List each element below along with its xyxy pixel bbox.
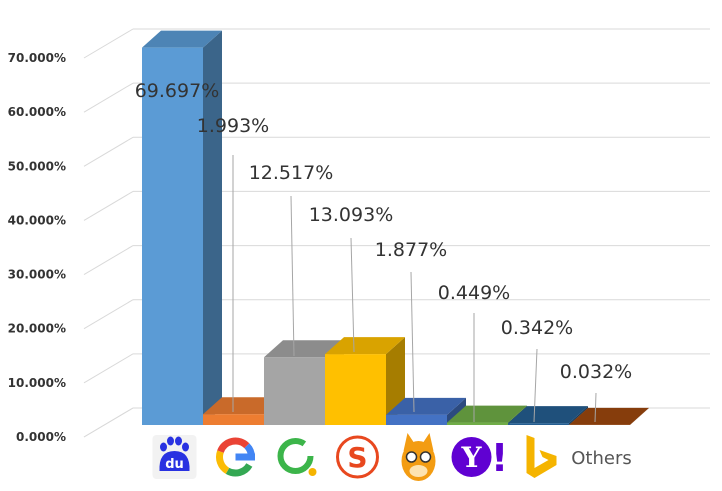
google-g-icon: [216, 437, 255, 477]
g-arc: [216, 450, 230, 474]
bar-top: [142, 30, 222, 48]
leader-line: [410, 271, 415, 413]
bar-group: [142, 30, 222, 425]
y-tick-label: 70.000%: [8, 51, 66, 65]
bar-side: [569, 406, 588, 425]
bar-side: [447, 397, 466, 425]
eye: [405, 451, 418, 463]
paw-toe: [167, 436, 174, 446]
g-bar: [235, 453, 255, 461]
leader-line: [533, 348, 538, 423]
bar-top: [203, 397, 283, 415]
gridline-side: [83, 353, 134, 384]
paw-toe: [175, 436, 182, 446]
gridline-side: [83, 28, 134, 59]
g-arc: [225, 462, 253, 477]
y-tick-label: 60.000%: [8, 105, 66, 119]
bar-top: [569, 407, 649, 425]
data-label: 69.697%: [135, 80, 220, 102]
bar-group: [569, 407, 649, 425]
paw-toe: [182, 442, 189, 452]
bar: [264, 357, 325, 425]
data-label: 0.032%: [560, 361, 632, 383]
bar-group: [508, 406, 588, 425]
bar-top: [325, 337, 405, 355]
y-tick-label: 40.000%: [8, 213, 66, 227]
bar: [508, 423, 569, 425]
g-arc: [217, 437, 250, 454]
bar-top: [386, 397, 466, 415]
shenma-fox-icon: [401, 433, 436, 481]
bar: [325, 354, 386, 425]
data-label: 0.449%: [438, 282, 510, 304]
b-shape: [526, 435, 557, 478]
data-label: 0.342%: [501, 317, 573, 339]
data-label: 13.093%: [309, 204, 394, 226]
bar-group: [264, 340, 344, 425]
gridline-side: [83, 136, 134, 167]
dot: [308, 468, 317, 476]
axis-floor-side: [83, 407, 134, 438]
bar-side: [630, 407, 649, 425]
leader-line: [594, 392, 597, 423]
circle: [451, 437, 492, 477]
exclaim: !: [491, 436, 508, 480]
paw-toe: [160, 442, 167, 452]
category-label: Others: [571, 448, 632, 469]
data-label: 1.993%: [197, 115, 269, 137]
ring: [336, 435, 379, 479]
yahoo-y-icon: Y!: [451, 436, 508, 480]
y-tick-label: 20.000%: [8, 322, 66, 336]
bar-top: [264, 340, 344, 358]
baidu-paw-icon: du: [152, 435, 197, 479]
bar-top: [447, 405, 527, 423]
bar-top: [508, 406, 588, 424]
eye: [419, 451, 432, 463]
bar-group: [386, 397, 466, 425]
paw-text: du: [165, 457, 184, 472]
360-search-icon: [277, 438, 317, 476]
s-letter: S: [347, 441, 367, 474]
y-letter: Y: [461, 441, 483, 474]
sogou-s-icon: S: [336, 435, 379, 479]
y-tick-label: 30.000%: [8, 268, 66, 282]
muzzle: [409, 465, 428, 477]
y-tick-label: 10.000%: [8, 376, 66, 390]
bar: [386, 414, 447, 425]
bar: [447, 422, 508, 425]
bar: [203, 414, 264, 425]
bar: [142, 47, 203, 425]
gridline-side: [83, 245, 134, 276]
leader-line: [290, 195, 295, 357]
y-tick-label: 50.000%: [8, 159, 66, 173]
data-label: 1.877%: [375, 239, 447, 261]
paw-pad: [159, 451, 190, 471]
gridline-side: [83, 82, 134, 113]
gridline-side: [83, 299, 134, 330]
bing-b-icon: [526, 435, 557, 478]
leader-line: [350, 237, 355, 353]
gridline-side: [83, 190, 134, 221]
data-label: 12.517%: [249, 162, 334, 184]
ring: [277, 438, 314, 474]
bar-side: [203, 30, 222, 425]
y-tick-label: 0.000%: [16, 430, 66, 444]
